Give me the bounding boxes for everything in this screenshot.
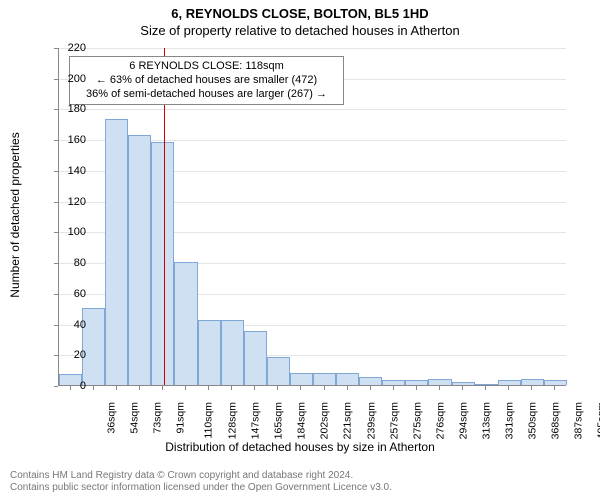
x-tick-label: 110sqm (202, 402, 214, 439)
grid-line (59, 48, 566, 49)
copyright-line-1: Contains HM Land Registry data © Crown c… (10, 470, 392, 482)
histogram-bar (336, 373, 359, 385)
x-tick-label: 54sqm (128, 402, 140, 434)
histogram-bar (359, 377, 382, 385)
x-tick-label: 147sqm (249, 402, 261, 439)
x-tick-label: 368sqm (550, 402, 562, 439)
histogram-bar (267, 357, 290, 385)
x-tick-label: 91sqm (174, 402, 186, 434)
annotation-line-2: ← 63% of detached houses are smaller (47… (76, 74, 337, 88)
annotation-box: 6 REYNOLDS CLOSE: 118sqm ← 63% of detach… (69, 56, 344, 105)
x-tick-label: 331sqm (503, 402, 515, 439)
histogram-bar (498, 380, 521, 385)
x-tick-mark (70, 386, 71, 390)
x-tick-label: 221sqm (342, 402, 354, 439)
x-tick-label: 239sqm (365, 402, 377, 439)
x-tick-mark (554, 386, 555, 390)
y-tick-label: 140 (58, 165, 86, 177)
y-tick-label: 200 (58, 73, 86, 85)
x-tick-label: 276sqm (434, 402, 446, 439)
histogram-bar (128, 135, 151, 385)
histogram-bar (221, 320, 244, 385)
x-tick-mark (347, 386, 348, 390)
histogram-bar (405, 380, 428, 385)
histogram-bar (105, 119, 128, 385)
x-tick-mark (231, 386, 232, 390)
x-tick-mark (531, 386, 532, 390)
y-tick-label: 0 (58, 380, 86, 392)
x-tick-mark (185, 386, 186, 390)
histogram-bar (428, 379, 451, 385)
x-tick-mark (324, 386, 325, 390)
chart-container: 6, REYNOLDS CLOSE, BOLTON, BL5 1HD Size … (0, 0, 600, 500)
x-tick-mark (162, 386, 163, 390)
x-tick-label: 73sqm (151, 402, 163, 434)
copyright-line-2: Contains public sector information licen… (10, 482, 392, 494)
x-tick-mark (208, 386, 209, 390)
x-tick-mark (254, 386, 255, 390)
histogram-bar (151, 142, 174, 385)
x-tick-label: 387sqm (573, 402, 585, 439)
x-axis-label: Distribution of detached houses by size … (0, 440, 600, 454)
x-tick-mark (462, 386, 463, 390)
x-tick-label: 128sqm (226, 402, 238, 439)
x-tick-label: 275sqm (411, 402, 423, 439)
y-tick-label: 160 (58, 134, 86, 146)
x-tick-mark (370, 386, 371, 390)
x-tick-label: 165sqm (273, 402, 285, 439)
copyright-text: Contains HM Land Registry data © Crown c… (10, 470, 392, 494)
histogram-bar (174, 262, 197, 385)
x-tick-mark (277, 386, 278, 390)
x-tick-label: 184sqm (296, 402, 308, 439)
x-tick-label: 350sqm (527, 402, 539, 439)
x-tick-mark (393, 386, 394, 390)
histogram-bar (198, 320, 221, 385)
histogram-bar (382, 380, 405, 385)
histogram-bar (290, 373, 313, 385)
histogram-bar (452, 382, 475, 385)
y-tick-label: 100 (58, 226, 86, 238)
chart-title: 6, REYNOLDS CLOSE, BOLTON, BL5 1HD (0, 0, 600, 21)
y-tick-label: 60 (58, 288, 86, 300)
grid-line (59, 109, 566, 110)
x-tick-mark (300, 386, 301, 390)
histogram-bar (313, 373, 336, 385)
x-tick-mark (485, 386, 486, 390)
y-tick-label: 80 (58, 257, 86, 269)
x-tick-label: 313sqm (480, 402, 492, 439)
x-tick-mark (416, 386, 417, 390)
x-tick-label: 36sqm (105, 402, 117, 434)
chart-subtitle: Size of property relative to detached ho… (0, 21, 600, 38)
plot-area: 6 REYNOLDS CLOSE: 118sqm ← 63% of detach… (58, 48, 566, 386)
x-tick-label: 257sqm (388, 402, 400, 439)
histogram-bar (544, 380, 567, 385)
y-tick-label: 180 (58, 103, 86, 115)
y-tick-label: 220 (58, 42, 86, 54)
histogram-bar (475, 384, 498, 385)
histogram-bar (521, 379, 544, 385)
x-tick-mark (116, 386, 117, 390)
y-tick-label: 120 (58, 196, 86, 208)
y-tick-label: 20 (58, 349, 86, 361)
x-tick-label: 405sqm (596, 402, 600, 439)
x-tick-label: 202sqm (319, 402, 331, 439)
histogram-bar (244, 331, 267, 385)
y-tick-label: 40 (58, 319, 86, 331)
annotation-line-3: 36% of semi-detached houses are larger (… (76, 88, 337, 102)
x-tick-mark (139, 386, 140, 390)
x-tick-mark (93, 386, 94, 390)
x-tick-label: 294sqm (457, 402, 469, 439)
y-axis-label: Number of detached properties (8, 132, 22, 297)
x-tick-mark (439, 386, 440, 390)
x-tick-mark (508, 386, 509, 390)
annotation-line-1: 6 REYNOLDS CLOSE: 118sqm (76, 60, 337, 74)
